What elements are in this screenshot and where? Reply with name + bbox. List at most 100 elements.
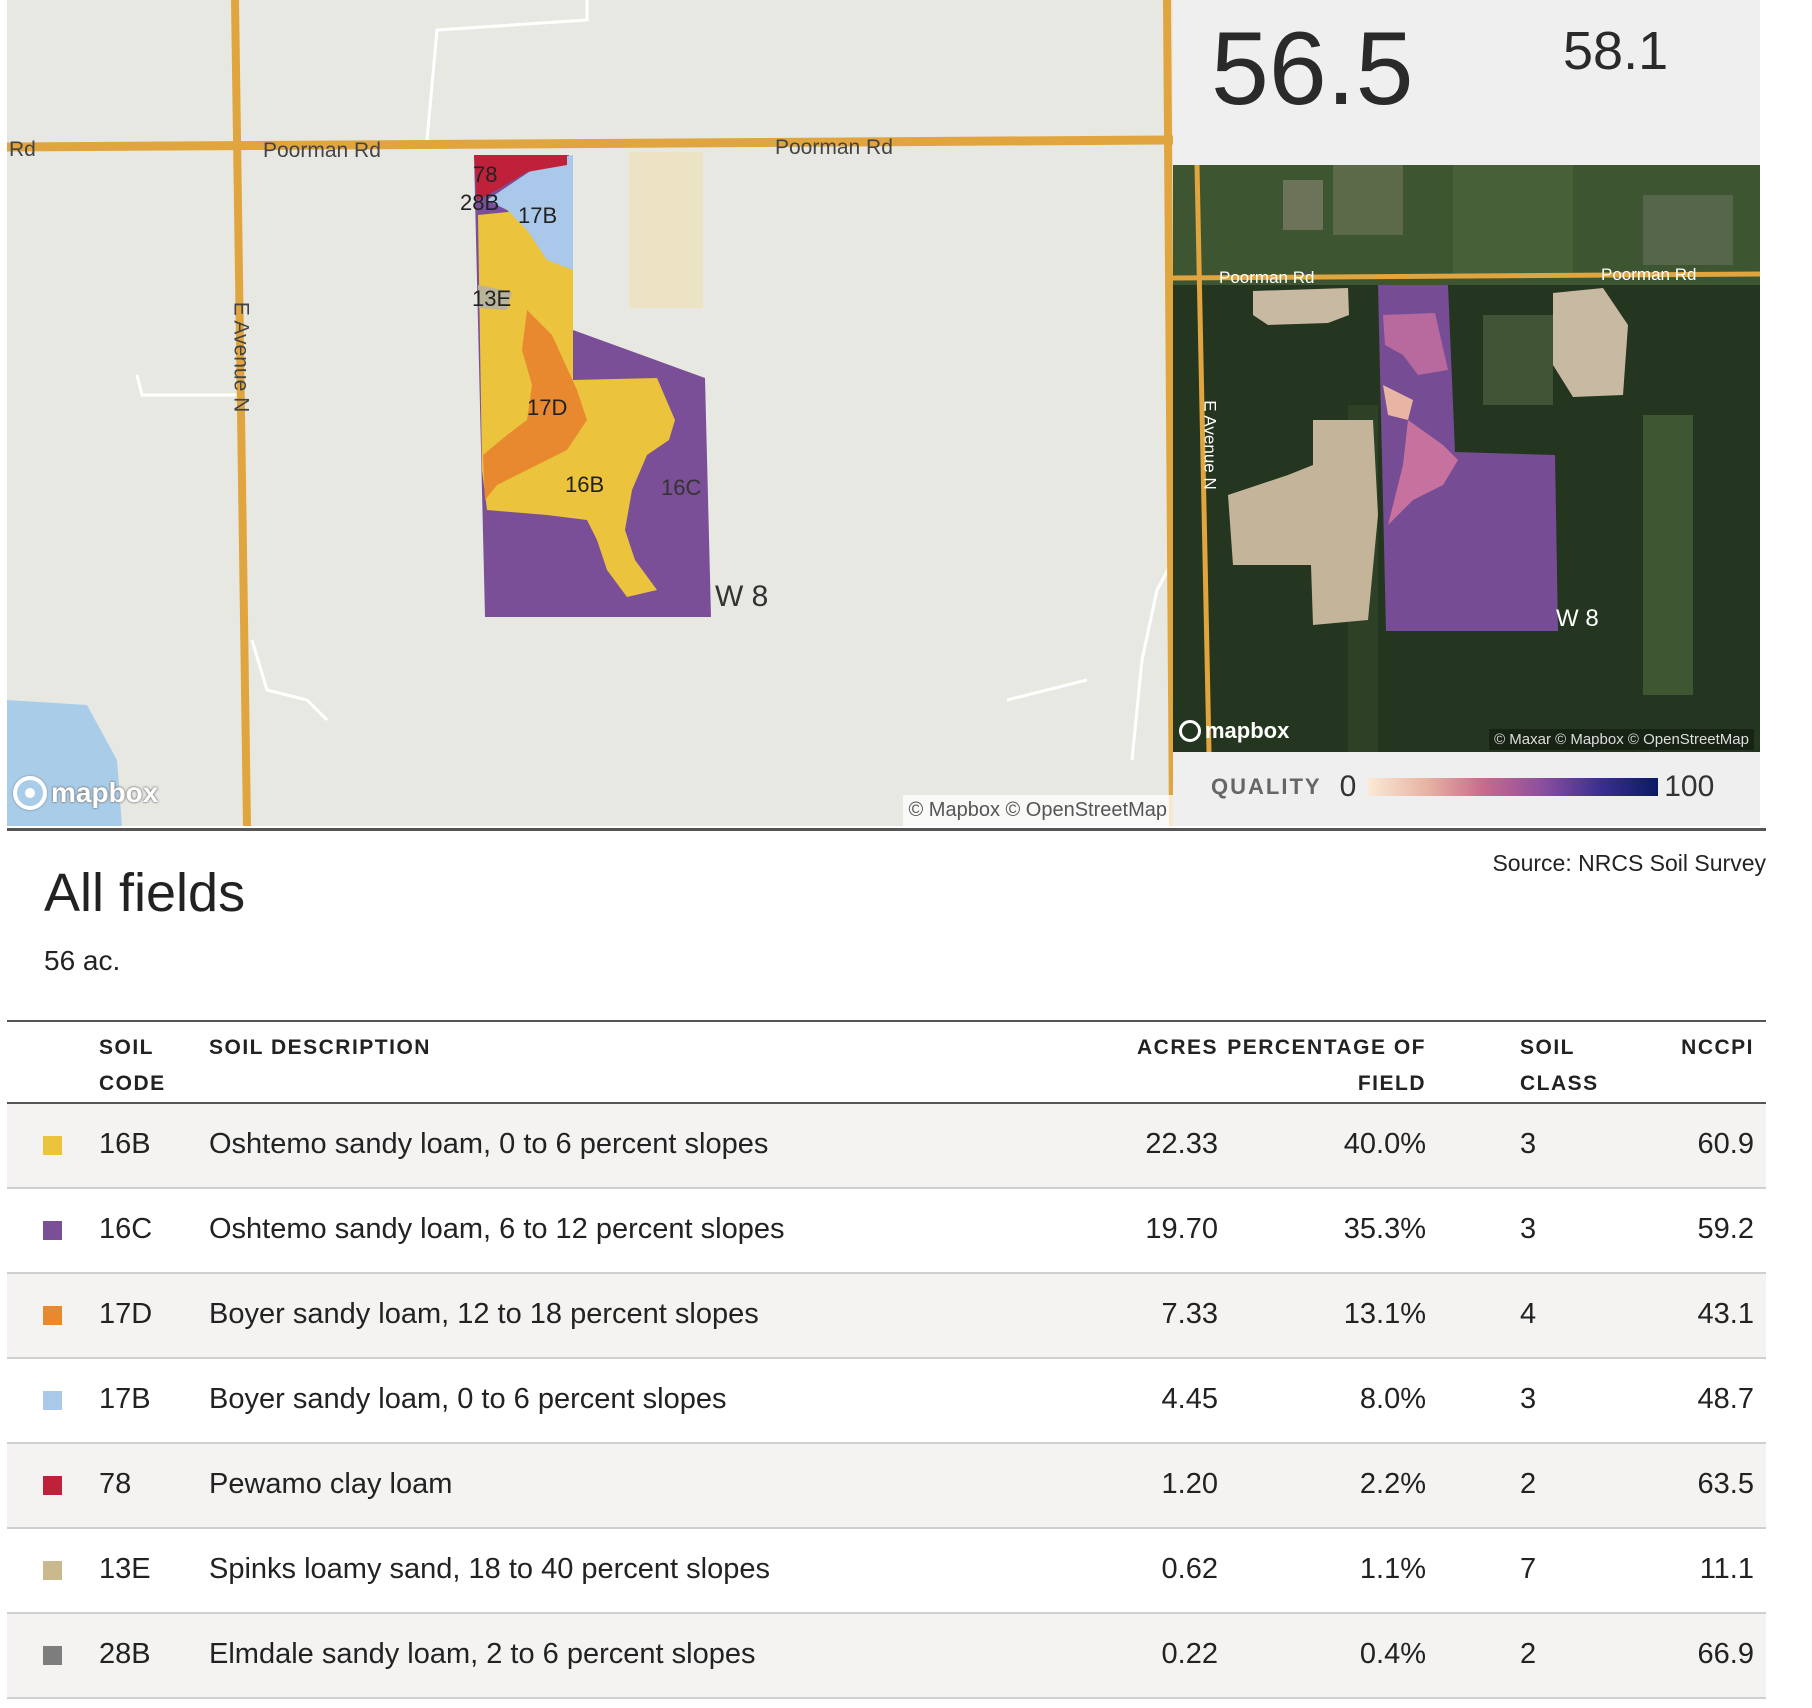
east-road: [1163, 0, 1173, 826]
soil-label-17b: 17B: [518, 203, 558, 228]
soil-code: 17B: [99, 1383, 151, 1415]
soil-color-swatch: [43, 1306, 62, 1325]
soil-label-13e: 13E: [472, 286, 512, 311]
soil-code: 16C: [99, 1213, 153, 1245]
minor-road: [1006, 678, 1088, 702]
table-row[interactable]: 13E Spinks loamy sand, 18 to 40 percent …: [7, 1529, 1766, 1614]
soil-polygon-17d: [483, 310, 587, 500]
acres-value: 7.33: [1161, 1298, 1218, 1330]
soil-map[interactable]: Rd Poorman Rd Poorman Rd E Avenue N 78 2…: [7, 0, 1173, 826]
header-soil-code[interactable]: SOIL CODE: [99, 1036, 166, 1095]
soil-code: 28B: [99, 1638, 151, 1670]
mapbox-logo-icon: [13, 776, 47, 810]
quality-min: 0: [1339, 770, 1357, 803]
satellite-map[interactable]: Poorman Rd Poorman Rd E Avenue N W 8 map…: [1173, 165, 1760, 752]
road-label-poorman-1: Poorman Rd: [263, 139, 381, 162]
sat-road-label-poorman-1: Poorman Rd: [1219, 268, 1315, 287]
road-label-poorman-2: Poorman Rd: [775, 136, 893, 159]
table-row[interactable]: 17D Boyer sandy loam, 12 to 18 percent s…: [7, 1274, 1766, 1359]
table-row[interactable]: 78 Pewamo clay loam 1.20 2.2% 2 63.5: [7, 1444, 1766, 1529]
acres-value: 1.20: [1161, 1468, 1218, 1500]
nccpi-value: 66.9: [1697, 1638, 1754, 1670]
nccpi-score: 56.5: [1211, 11, 1414, 127]
sat-road-label-poorman-2: Poorman Rd: [1601, 265, 1697, 284]
quality-polygon-mid: [1388, 420, 1458, 525]
soil-code: 13E: [99, 1553, 151, 1585]
soil-description: Boyer sandy loam, 12 to 18 percent slope…: [209, 1298, 759, 1330]
soil-label-16b: 16B: [565, 472, 605, 497]
sat-road-label-e-avenue: E Avenue N: [1200, 400, 1220, 490]
percentage-value: 0.4%: [1359, 1638, 1426, 1670]
soil-code: 17D: [99, 1298, 153, 1330]
nccpi-value: 60.9: [1697, 1128, 1754, 1160]
map-attribution[interactable]: © Mapbox © OpenStreetMap: [902, 795, 1173, 826]
percentage-value: 40.0%: [1343, 1128, 1426, 1160]
nccpi-value: 48.7: [1697, 1383, 1754, 1415]
sat-mapbox-logo[interactable]: mapbox: [1179, 718, 1289, 744]
soil-label-16c: 16C: [661, 475, 702, 500]
soil-polygon-13e: [478, 285, 512, 310]
minor-road: [425, 0, 589, 141]
minor-road: [250, 639, 329, 722]
soil-color-swatch: [43, 1391, 62, 1410]
source-note: Source: NRCS Soil Survey: [1492, 850, 1766, 876]
quality-polygon-mid: [1383, 313, 1448, 375]
table-body: 16B Oshtemo sandy loam, 0 to 6 percent s…: [7, 1104, 1766, 1699]
road-label-e-avenue: E Avenue N: [229, 301, 253, 413]
soil-description: Spinks loamy sand, 18 to 40 percent slop…: [209, 1553, 770, 1585]
sat-e-avenue-n: [1194, 165, 1212, 752]
sat-section-label: W 8: [1556, 605, 1599, 632]
mapbox-logo[interactable]: mapbox: [13, 776, 158, 810]
percentage-value: 8.0%: [1359, 1383, 1426, 1415]
sat-mapbox-logo-icon: [1179, 720, 1201, 742]
soil-label-28b: 28B: [460, 190, 500, 215]
header-acres[interactable]: ACRES: [1136, 1036, 1218, 1059]
nccpi-value: 59.2: [1697, 1213, 1754, 1245]
page-title: All fields: [44, 863, 246, 923]
total-acreage: 56 ac.: [44, 945, 121, 976]
sat-field: [1228, 420, 1378, 625]
table-row[interactable]: 16B Oshtemo sandy loam, 0 to 6 percent s…: [7, 1104, 1766, 1189]
header-nccpi[interactable]: NCCPI: [1681, 1036, 1754, 1059]
soil-label-17d: 17D: [527, 395, 568, 420]
soil-color-swatch: [43, 1476, 62, 1495]
soil-description: Pewamo clay loam: [209, 1468, 453, 1500]
section-label: W 8: [715, 580, 769, 613]
percentage-value: 13.1%: [1343, 1298, 1426, 1330]
header-percentage[interactable]: PERCENTAGE OF FIELD: [1227, 1036, 1426, 1095]
soil-class-value: 3: [1520, 1128, 1537, 1160]
soil-class-value: 3: [1520, 1383, 1537, 1415]
table-row[interactable]: 28B Elmdale sandy loam, 2 to 6 percent s…: [7, 1614, 1766, 1699]
secondary-score: 58.1: [1563, 21, 1669, 81]
satellite-map-canvas: [1173, 165, 1760, 752]
quality-max: 100: [1664, 770, 1715, 803]
header-soil-class[interactable]: SOIL CLASS: [1520, 1036, 1599, 1095]
nccpi-value: 63.5: [1697, 1468, 1754, 1500]
nccpi-value: 11.1: [1699, 1553, 1754, 1585]
soil-code: 16B: [99, 1128, 151, 1160]
header-soil-description[interactable]: SOIL DESCRIPTION: [209, 1036, 431, 1059]
acres-value: 4.45: [1161, 1383, 1218, 1415]
sat-attribution[interactable]: © Maxar © Mapbox © OpenStreetMap: [1489, 729, 1754, 750]
soil-class-value: 2: [1520, 1638, 1537, 1670]
soil-color-swatch: [43, 1561, 62, 1580]
acres-value: 22.33: [1145, 1128, 1218, 1160]
soil-code: 78: [99, 1468, 132, 1500]
poorman-rd: [7, 135, 1173, 152]
soil-color-swatch: [43, 1646, 62, 1665]
soil-class-value: 2: [1520, 1468, 1537, 1500]
section-divider: [7, 828, 1766, 831]
soil-description: Elmdale sandy loam, 2 to 6 percent slope…: [209, 1638, 756, 1670]
sat-mapbox-logo-text: mapbox: [1205, 718, 1290, 743]
sat-field: [1553, 288, 1628, 397]
quality-label: QUALITY: [1211, 774, 1322, 799]
neighbor-field: [629, 152, 703, 308]
soil-description: Boyer sandy loam, 0 to 6 percent slopes: [209, 1383, 727, 1415]
table-row[interactable]: 16C Oshtemo sandy loam, 6 to 12 percent …: [7, 1189, 1766, 1274]
soil-description: Oshtemo sandy loam, 0 to 6 percent slope…: [209, 1128, 769, 1160]
percentage-value: 2.2%: [1359, 1468, 1426, 1500]
table-row[interactable]: 17B Boyer sandy loam, 0 to 6 percent slo…: [7, 1359, 1766, 1444]
sat-poorman-rd: [1173, 271, 1760, 281]
soil-map-canvas: [7, 0, 1173, 826]
soil-label-78: 78: [473, 162, 498, 187]
